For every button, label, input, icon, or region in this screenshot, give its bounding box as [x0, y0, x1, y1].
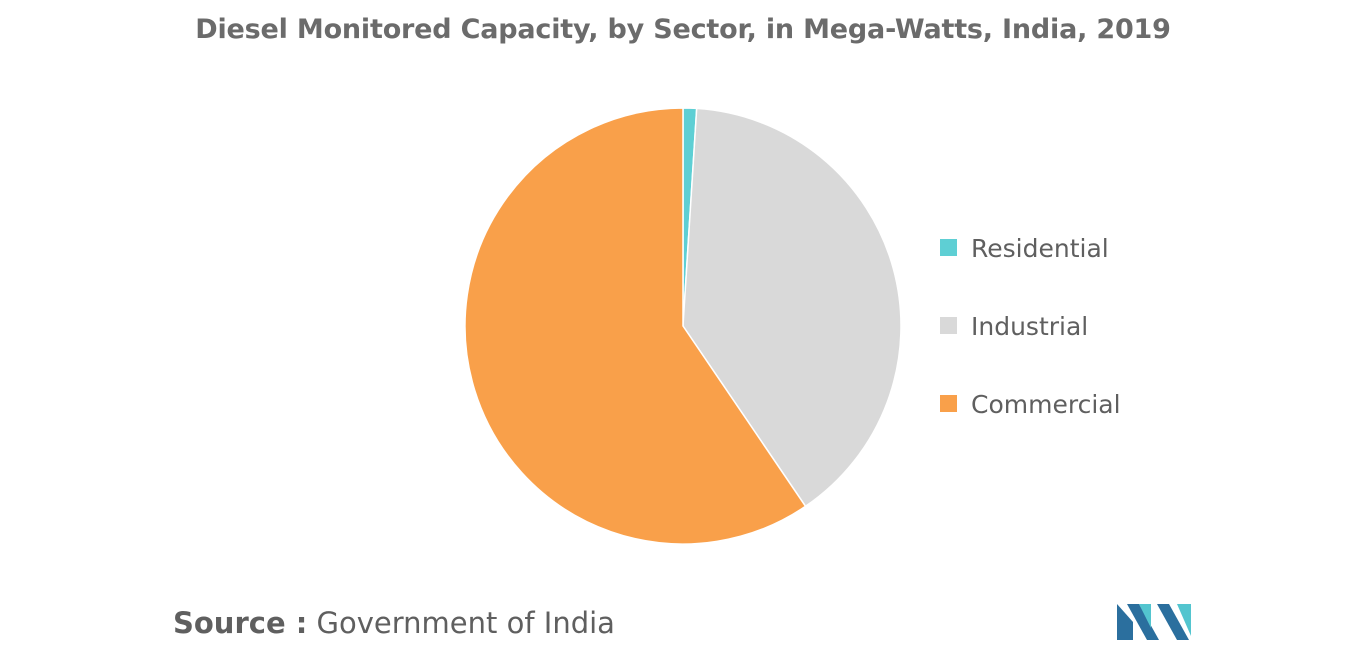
- legend-label-commercial: Commercial: [971, 390, 1121, 419]
- source-label: Source :: [173, 606, 308, 640]
- chart-title: Diesel Monitored Capacity, by Sector, in…: [195, 14, 1171, 45]
- legend-label-industrial: Industrial: [971, 312, 1089, 341]
- logo-shape-mid-light: [1139, 604, 1151, 628]
- legend-swatch-commercial: [940, 395, 957, 412]
- legend-label-residential: Residential: [971, 234, 1109, 263]
- source-note: Source : Government of India: [173, 606, 615, 640]
- pie-slice-commercial: [464, 107, 807, 545]
- logo-shape-right-dark: [1157, 604, 1189, 640]
- brand-logo: [1117, 604, 1191, 640]
- pie-slice-industrial: [682, 107, 902, 508]
- legend-swatch-residential: [940, 239, 957, 256]
- logo-shape-left: [1117, 604, 1133, 640]
- logo-shape-mid-dark: [1127, 604, 1159, 640]
- legend-swatch-industrial: [940, 317, 957, 334]
- logo-shape-right-light: [1177, 604, 1191, 636]
- source-text: Government of India: [316, 606, 615, 640]
